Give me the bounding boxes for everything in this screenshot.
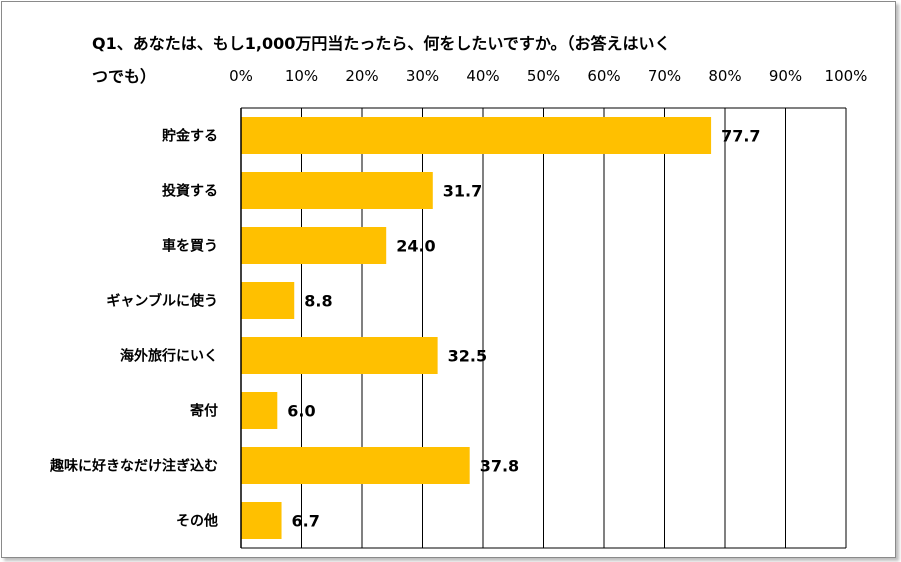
category-label: 寄付	[190, 403, 218, 420]
data-label: 24.0	[396, 237, 435, 256]
x-tick-label: 20%	[345, 67, 378, 85]
data-label: 37.8	[480, 457, 519, 476]
bar	[241, 337, 438, 374]
x-tick-label: 100%	[825, 67, 868, 85]
category-label: その他	[176, 513, 218, 530]
category-label: ギャンブルに使う	[106, 293, 218, 310]
bar	[241, 447, 470, 484]
category-label: 車を買う	[162, 238, 218, 255]
x-tick-label: 90%	[769, 67, 802, 85]
chart-title-line-2: つでも）	[92, 67, 156, 86]
data-label: 6.0	[287, 402, 315, 421]
category-label: 趣味に好きなだけ注ぎ込む	[49, 458, 218, 475]
bar	[241, 392, 278, 429]
data-label: 8.8	[304, 292, 332, 311]
x-tick-label: 40%	[466, 67, 499, 85]
x-tick-label: 30%	[406, 67, 439, 85]
bar	[241, 172, 433, 209]
data-label: 77.7	[721, 127, 760, 146]
category-label: 貯金する	[162, 128, 218, 145]
axes	[240, 107, 847, 549]
chart-title-line-1: Q1、あなたは、もし1,000万円当たったら、何をしたいですか。（お答えはいく	[92, 34, 671, 53]
category-labels: 貯金する投資する車を買うギャンブルに使う海外旅行にいく寄付趣味に好きなだけ注ぎ込…	[49, 128, 218, 530]
x-axis-ticks: 0% 10% 20% 30% 40% 50% 60% 70% 80% 90% 100%	[229, 67, 867, 85]
x-tick-label: 10%	[285, 67, 318, 85]
x-tick-label: 50%	[527, 67, 560, 85]
x-tick-label: 80%	[708, 67, 741, 85]
x-tick-label: 0%	[229, 67, 253, 85]
x-tick-label: 70%	[648, 67, 681, 85]
data-label: 6.7	[292, 512, 320, 531]
x-tick-label: 60%	[587, 67, 620, 85]
bar	[241, 282, 295, 319]
bar	[241, 227, 387, 264]
category-label: 投資する	[162, 183, 218, 200]
bar	[241, 117, 712, 154]
value-labels: 77.7 31.7 24.0 8.8 32.5 6.0 37.8 6.7	[287, 127, 760, 531]
category-label: 海外旅行にいく	[120, 348, 218, 365]
bars	[241, 117, 712, 539]
data-label: 32.5	[448, 347, 487, 366]
bar	[241, 502, 282, 539]
data-label: 31.7	[443, 182, 482, 201]
